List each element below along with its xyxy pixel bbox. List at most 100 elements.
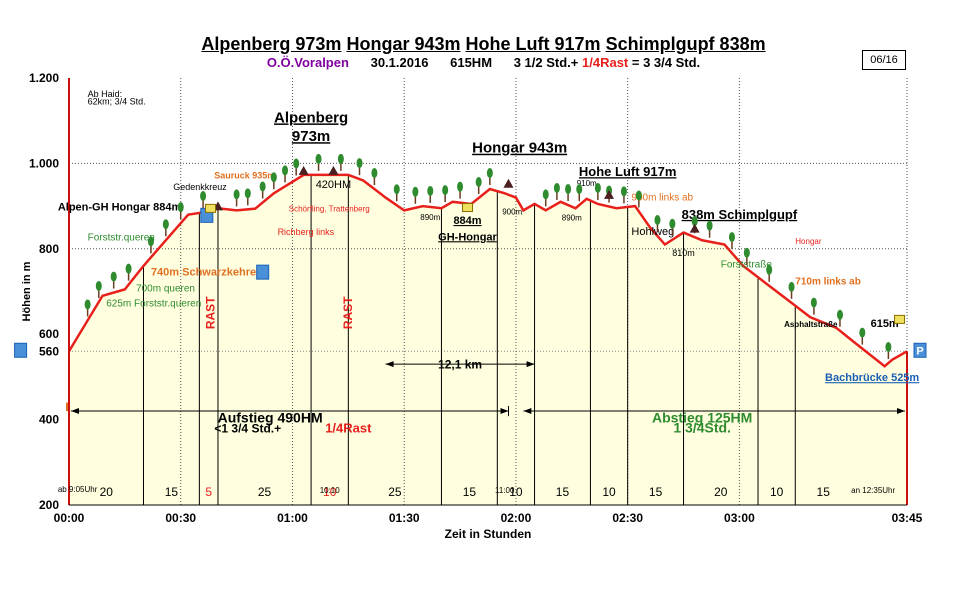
distance-arrow-head-left [385, 361, 394, 368]
y-tick-label: 1.200 [29, 71, 59, 85]
annotation-label: Ab Haid: [88, 89, 123, 99]
x-tick-label: 01:00 [277, 511, 308, 525]
tree-icon [427, 185, 434, 196]
annotation-label: Alpenberg [274, 109, 348, 126]
tree-icon [95, 280, 102, 291]
annotation-label: 740m Schwarzkehre [151, 266, 256, 278]
summit-icon [328, 165, 339, 175]
tree-icon [84, 299, 91, 310]
tree-icon [788, 281, 795, 292]
annotation-label: Sauruck 935m [214, 170, 275, 180]
distance-arrow-head-right [526, 361, 535, 368]
tree-icon [244, 188, 251, 199]
tree-icon [125, 263, 132, 274]
tree-icon [486, 168, 493, 179]
x-tick-label: 03:00 [724, 511, 755, 525]
annotation-label: Asphaltstraße [784, 320, 838, 329]
annotation-label: 810m [672, 248, 695, 258]
annotation-label: 900m links ab [631, 193, 693, 204]
x-tick-label: 02:00 [501, 511, 532, 525]
annotation-label: 1 3/4Std. [673, 419, 731, 435]
annotation-label: Hongar 943m [472, 140, 567, 157]
y-tick-label: 400 [39, 413, 59, 427]
chart-title: Alpenberg 973m Hongar 943m Hohe Luft 917… [0, 34, 967, 55]
annotation-label: 890m [562, 214, 582, 223]
tree-icon [147, 236, 154, 247]
y-tick-label: 600 [39, 327, 59, 341]
tree-icon [654, 214, 661, 225]
segment-duration-label: 20 [100, 485, 114, 499]
tree-icon [635, 190, 642, 201]
parking-letter: P [916, 345, 923, 357]
annotation-label: 12,1 km [438, 357, 482, 371]
annotation-label: Forststraße [721, 260, 773, 271]
segment-duration-label: 10 [602, 485, 616, 499]
parking-sign-icon [256, 264, 270, 280]
tree-icon [162, 219, 169, 230]
annotation-label: ab 9:05Uhr [58, 485, 98, 494]
annotation-label: 625m Forststr.queren [106, 298, 201, 309]
rest-vertical-label: RAST [203, 296, 217, 329]
tree-icon [565, 184, 572, 195]
summit-icon [604, 189, 615, 199]
tree-icon [110, 271, 117, 282]
tree-icon [259, 181, 266, 192]
annotation-label: Gedenkkreuz [173, 182, 227, 192]
segment-duration-label: 5 [205, 485, 212, 499]
segment-duration-label: 15 [817, 485, 831, 499]
x-tick-label: 03:45 [892, 511, 923, 525]
annotation-label: 973m [292, 128, 330, 145]
tree-icon [553, 182, 560, 193]
segment-duration-label: 15 [556, 485, 570, 499]
annotation-label: Forststr.queren [88, 232, 155, 243]
annotation-label: Hongar [795, 237, 822, 246]
elevation-line [67, 173, 908, 368]
annotation-label: 700m queren [136, 284, 195, 295]
tree-icon [200, 190, 207, 201]
tree-icon [691, 216, 698, 227]
parking-sign-icon [14, 342, 28, 358]
annotation-label: 1/4Rast [325, 420, 372, 435]
tree-icon [810, 297, 817, 308]
parking-sign-icon [913, 342, 927, 358]
annotation-label: an 12:35Uhr [851, 486, 895, 495]
tree-icon [315, 153, 322, 164]
tree-icon [542, 189, 549, 200]
duration-total-label: = 3 3/4 Std. [631, 55, 701, 70]
segment-duration-label: 10 [323, 485, 337, 499]
annotation-label: 420HM [316, 179, 351, 191]
tree-icon [393, 184, 400, 195]
date-label: 30.1.2016 [370, 55, 429, 70]
segment-duration-label: 15 [649, 485, 663, 499]
tree-icon [576, 184, 583, 195]
title-peak-1: Alpenberg 973m [201, 34, 342, 54]
x-tick-label: 02:30 [612, 511, 643, 525]
segment-duration-label: 15 [165, 485, 179, 499]
tree-icon [412, 186, 419, 197]
chart-subtitle: O.Ö.Voralpen 30.1.2016 615HM 3 1/2 Std.+… [0, 55, 967, 70]
rest-vertical-label: RAST [341, 296, 355, 329]
annotation-label: 62km; 3/4 Std. [88, 96, 146, 106]
tree-icon [766, 264, 773, 275]
tree-icon [836, 309, 843, 320]
segment-duration-label: 10 [509, 485, 523, 499]
tree-icon [669, 218, 676, 229]
ascent-arrow-head-right [500, 408, 509, 415]
annotation-label: 890m [420, 213, 440, 222]
duration-label: 3 1/2 Std.+ [513, 55, 579, 70]
annotation-label: 11:00 [495, 486, 515, 495]
summit-icon [503, 178, 514, 188]
annotation-label: 615m [871, 318, 899, 330]
tree-icon [282, 165, 289, 176]
tree-icon [859, 327, 866, 338]
annotation-label: GH-Hongar [438, 231, 497, 243]
segment-duration-label: 20 [714, 485, 728, 499]
tree-icon [293, 158, 300, 169]
tree-icon [457, 181, 464, 192]
tree-icon [270, 172, 277, 183]
ascent-arrow-head-left [71, 408, 79, 415]
annotation-label: Richberg links [278, 227, 335, 237]
tree-icon [475, 176, 482, 187]
tree-icon [620, 186, 627, 197]
